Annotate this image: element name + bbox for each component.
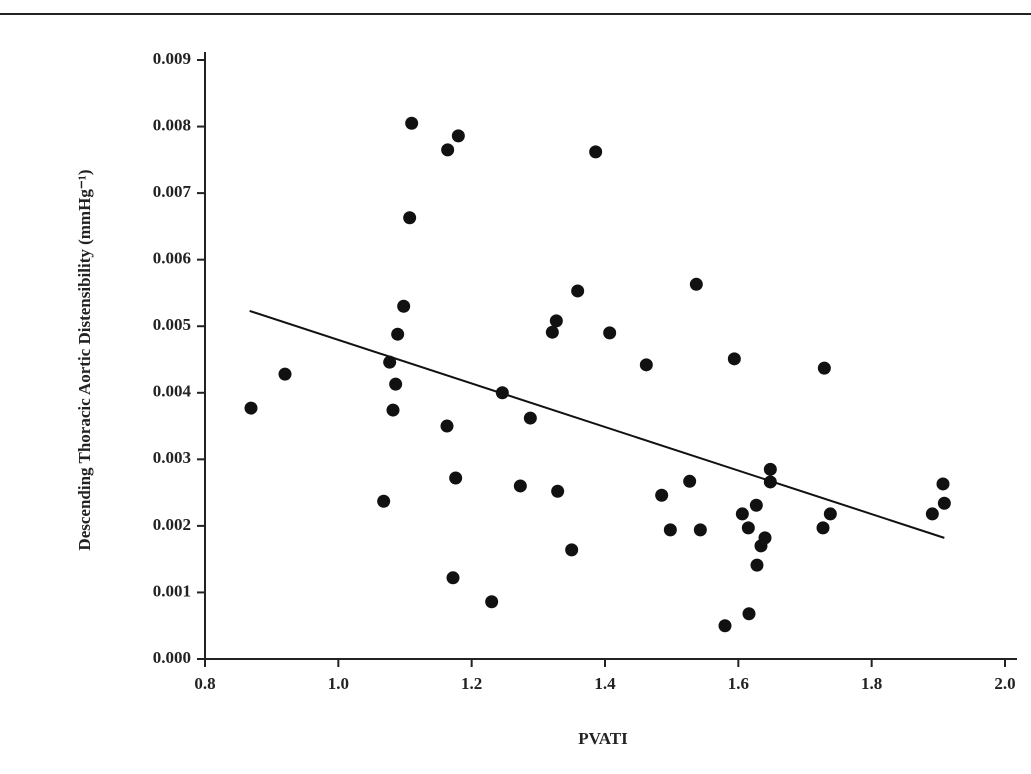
point: [244, 401, 258, 415]
y-tick-label: 0.007: [153, 182, 192, 201]
point: [449, 471, 463, 485]
y-tick-label: 0.005: [153, 315, 191, 334]
x-tick-label: 1.6: [728, 674, 749, 693]
point: [937, 496, 951, 510]
y-tick-label: 0.008: [153, 115, 191, 134]
point: [589, 145, 603, 159]
x-tick-label: 1.0: [328, 674, 349, 693]
point: [403, 211, 417, 225]
point: [495, 386, 509, 400]
x-tick-label: 1.8: [861, 674, 882, 693]
point: [440, 419, 454, 433]
x-tick-label: 0.8: [194, 674, 215, 693]
point: [405, 116, 419, 130]
point: [742, 607, 756, 621]
point: [389, 377, 403, 391]
point: [823, 507, 837, 521]
point: [735, 507, 749, 521]
point: [571, 284, 585, 298]
point: [386, 403, 400, 417]
point: [565, 543, 579, 557]
point: [639, 358, 653, 372]
point: [278, 367, 292, 381]
x-axis-label: PVATI: [578, 729, 628, 748]
point: [446, 571, 460, 585]
point: [749, 498, 763, 512]
point: [689, 277, 703, 291]
point: [513, 479, 527, 493]
point: [763, 462, 777, 476]
point: [523, 411, 537, 425]
x-tick-label: 1.2: [461, 674, 482, 693]
point: [485, 595, 499, 609]
trend-line: [249, 309, 945, 539]
point: [741, 521, 755, 535]
point: [397, 299, 411, 313]
point: [693, 523, 707, 537]
y-tick-label: 0.002: [153, 515, 191, 534]
point: [441, 143, 455, 157]
y-tick-label: 0.000: [153, 648, 191, 667]
point: [551, 484, 565, 498]
point: [727, 352, 741, 366]
y-tick-label: 0.004: [153, 382, 192, 401]
point: [750, 558, 764, 572]
point: [451, 129, 465, 143]
point: [545, 325, 559, 339]
y-tick-label: 0.001: [153, 581, 191, 600]
point: [936, 477, 950, 491]
y-axis-label: Descending Thoracic Aortic Distensibilit…: [75, 169, 94, 550]
point: [603, 326, 617, 340]
point: [758, 531, 772, 545]
point: [683, 474, 697, 488]
point: [763, 475, 777, 489]
point: [663, 523, 677, 537]
point: [817, 361, 831, 375]
point: [377, 494, 391, 508]
point: [655, 488, 669, 502]
y-tick-label: 0.006: [153, 249, 191, 268]
y-tick-label: 0.009: [153, 49, 191, 68]
x-tick-label: 2.0: [994, 674, 1015, 693]
point: [718, 619, 732, 633]
point: [925, 507, 939, 521]
point: [391, 327, 405, 341]
point: [383, 355, 397, 369]
point: [816, 521, 830, 535]
y-tick-label: 0.003: [153, 448, 191, 467]
point: [549, 314, 563, 328]
x-tick-label: 1.4: [594, 674, 616, 693]
